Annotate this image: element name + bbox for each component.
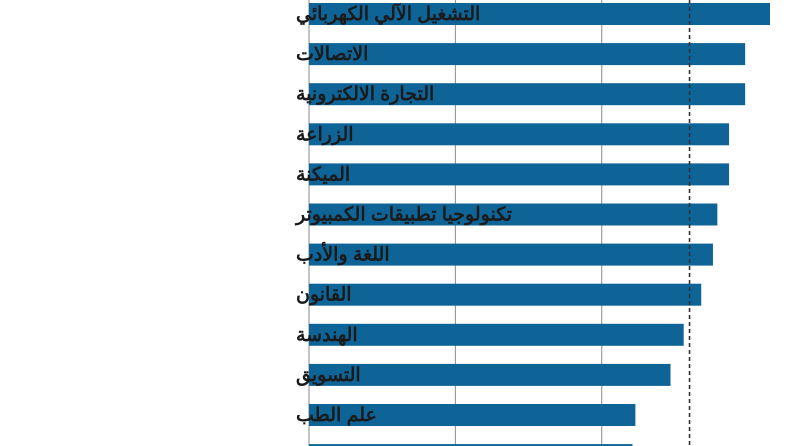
category-label-7: القانون [296,285,352,306]
bar-5 [309,203,718,226]
bar-6 [309,243,713,266]
category-label-4: الميكنة [296,164,350,185]
bar-10 [309,404,636,426]
category-label-9: التسويق [296,365,361,386]
bar-3 [309,123,730,146]
bars [309,3,771,446]
bar-4 [309,163,730,186]
category-label-2: التجارة الالكترونية [296,84,434,105]
category-label-6: اللغة والأدب [296,242,390,266]
bar-1 [309,43,746,66]
category-label-3: الزراعة [296,124,354,145]
bar-8 [309,323,684,346]
category-label-1: الاتصالات [296,44,368,65]
category-label-8: الهندسة [296,325,358,346]
bar-11 [309,444,633,446]
category-label-0: التشغيل الآلي الكهربائي [296,2,480,26]
bar-9 [309,363,671,386]
category-label-10: علم الطب [296,405,377,426]
category-label-5: تكنولوجيا تطبيقات الكمبيوتر [294,205,512,226]
bar-2 [309,83,746,106]
category-labels: التشغيل الآلي الكهربائي الاتصالات التجارة … [294,2,512,446]
bar-0 [309,3,771,25]
bar-7 [309,283,702,306]
